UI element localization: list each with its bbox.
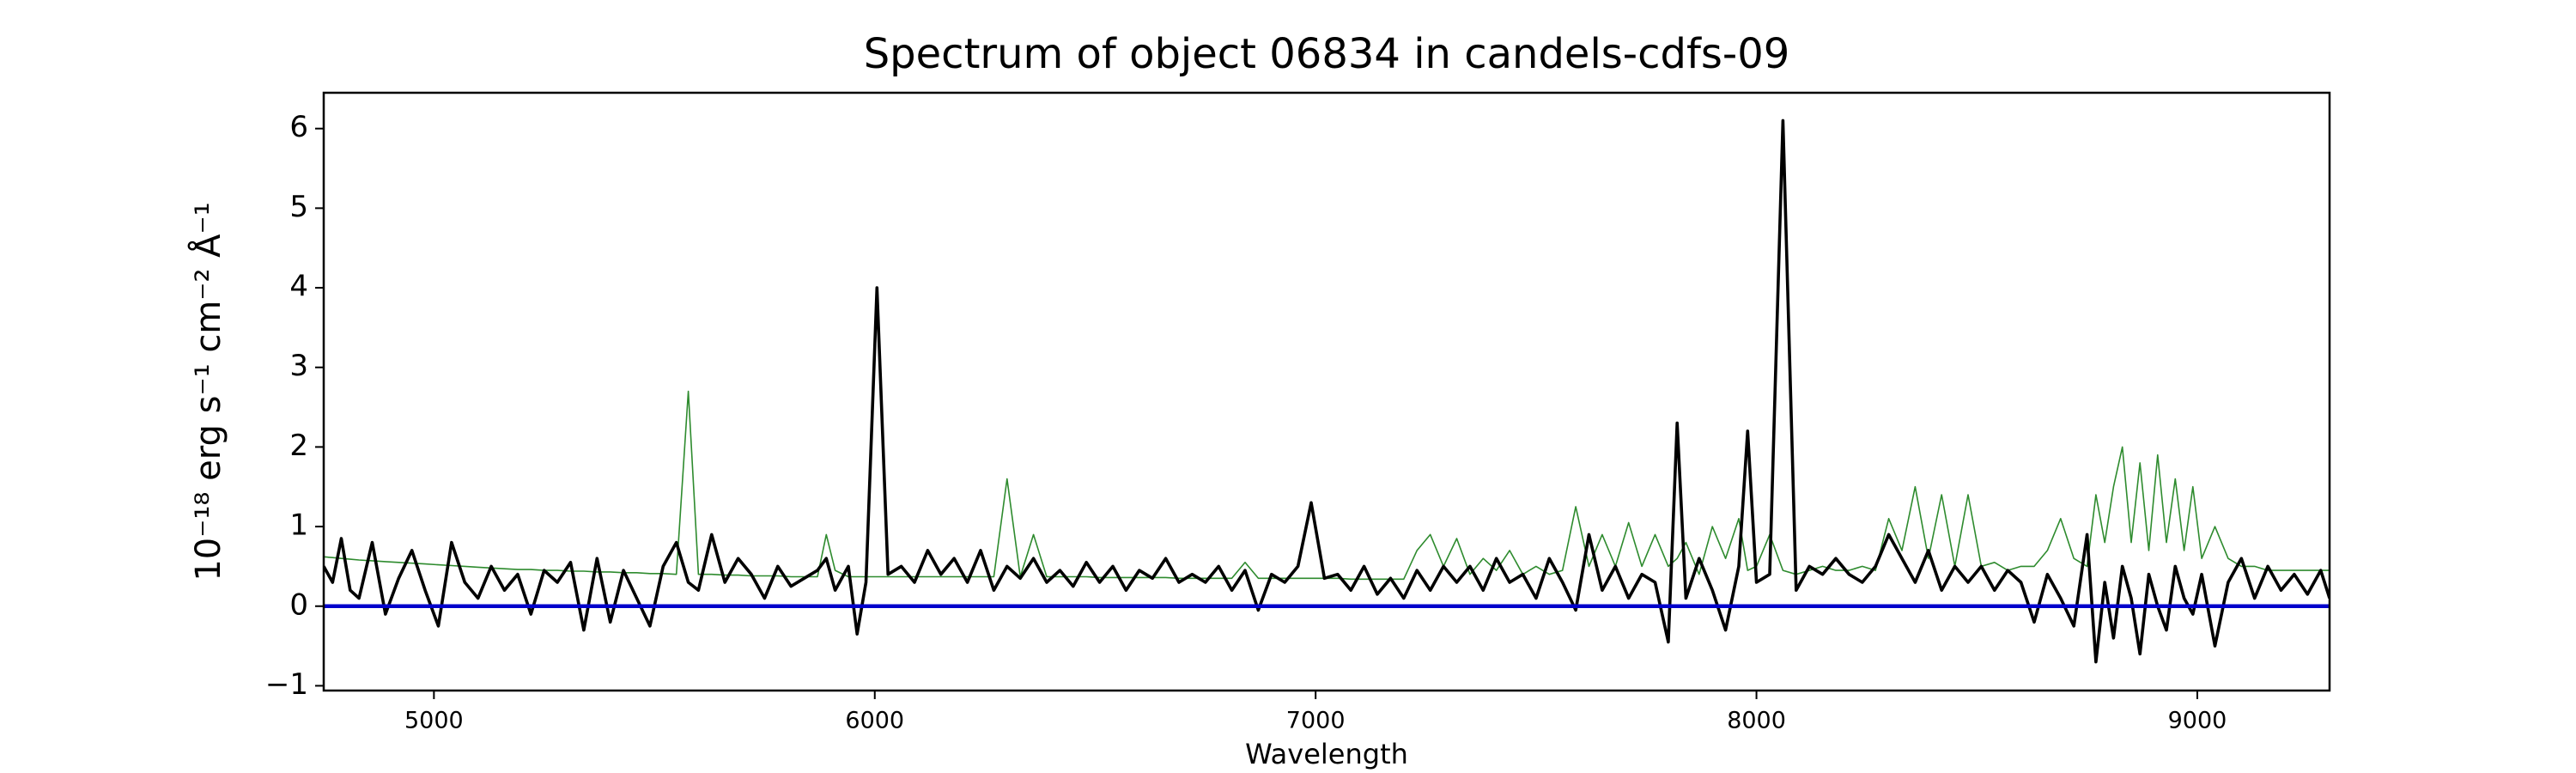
y-tick-label: 4	[289, 270, 308, 304]
y-axis-label: 10⁻¹⁸ erg s⁻¹ cm⁻² Å⁻¹	[187, 202, 228, 581]
y-tick-label: −1	[265, 667, 308, 702]
y-tick-label: 5	[289, 190, 308, 224]
x-tick-label: 5000	[404, 708, 464, 734]
plot-frame	[322, 91, 2331, 692]
y-tick-label: 1	[289, 508, 308, 543]
spectrum-line	[324, 119, 2330, 664]
x-tick-label: 8000	[1727, 708, 1786, 734]
y-tick-label: 2	[289, 429, 308, 463]
x-tick-label: 9000	[2168, 708, 2227, 734]
x-axis-label: Wavelength	[1245, 738, 1408, 770]
y-tick-label: 6	[289, 110, 308, 144]
y-tick-label: 3	[289, 349, 308, 383]
y-tick-label: 0	[289, 587, 308, 622]
spectrum-line	[324, 390, 2330, 581]
x-tick-label: 7000	[1286, 708, 1346, 734]
chart-title: Spectrum of object 06834 in candels-cdfs…	[864, 30, 1790, 78]
x-tick-label: 6000	[845, 708, 904, 734]
plot-lines	[324, 119, 2330, 664]
